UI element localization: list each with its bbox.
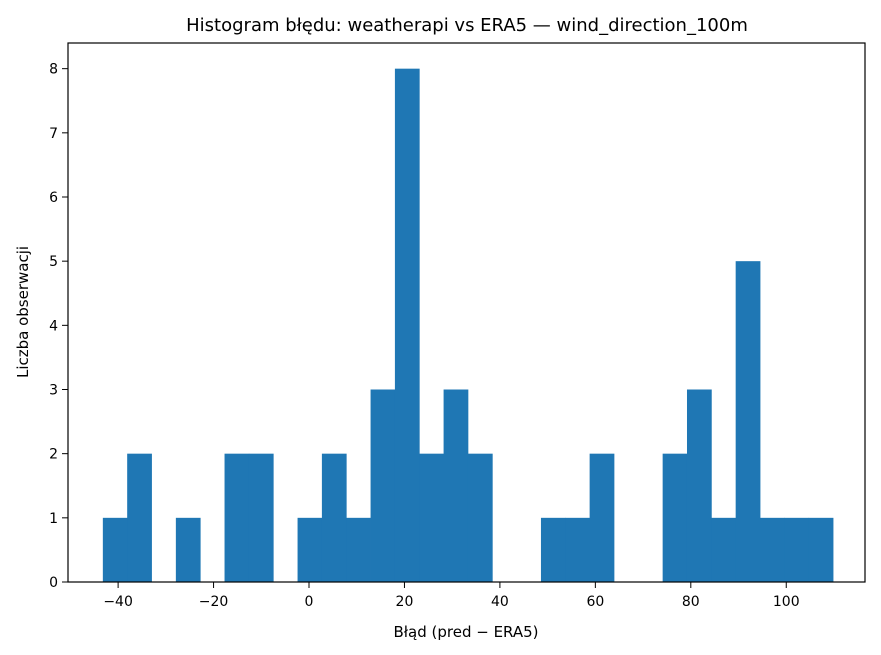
x-axis-label: Błąd (pred − ERA5) (393, 623, 538, 641)
chart-title: Histogram błędu: weatherapi vs ERA5 — wi… (186, 15, 748, 36)
histogram-bar-10 (346, 517, 371, 582)
y-tick-label: 5 (49, 254, 58, 270)
bars-group (102, 68, 834, 583)
histogram-bar-9 (321, 453, 347, 582)
histogram-bar-26 (735, 261, 761, 582)
x-tick-label: −20 (199, 594, 229, 610)
histogram-bar-6 (248, 453, 274, 582)
histogram-bar-1 (127, 453, 152, 582)
histogram-bar-15 (467, 453, 493, 582)
histogram-bar-20 (589, 453, 615, 582)
x-tick-label: 0 (305, 594, 314, 610)
y-axis-label: Liczba obserwacji (14, 246, 32, 378)
histogram-bar-14 (443, 389, 469, 582)
histogram-bar-28 (784, 517, 810, 582)
y-tick-label: 7 (49, 126, 58, 142)
y-tick-label: 2 (49, 447, 58, 463)
histogram-bar-11 (370, 389, 396, 582)
y-tick-label: 3 (49, 383, 58, 399)
histogram-bar-13 (419, 453, 444, 582)
x-tick-label: 60 (586, 594, 604, 610)
x-tick-label: 80 (682, 594, 700, 610)
x-tick-label: 100 (773, 594, 800, 610)
histogram-bar-27 (760, 517, 785, 582)
x-tick-label: −40 (103, 594, 133, 610)
y-tick-label: 0 (49, 575, 58, 591)
histogram-bar-18 (540, 517, 566, 582)
histogram-bar-0 (102, 517, 128, 582)
x-axis: −40 −20 0 20 40 60 80 100 (103, 582, 800, 610)
histogram-bar-24 (686, 389, 712, 582)
histogram-bar-3 (175, 517, 201, 582)
histogram-bar-29 (808, 517, 834, 582)
y-tick-label: 6 (49, 190, 58, 206)
histogram-bar-8 (297, 517, 323, 582)
plot-frame (67, 42, 866, 583)
histogram-bar-19 (565, 517, 591, 582)
x-tick-label: 20 (396, 594, 414, 610)
y-tick-label: 1 (49, 511, 58, 527)
y-tick-label: 4 (49, 318, 58, 334)
y-axis: 0 1 2 3 4 5 6 7 8 (49, 62, 68, 591)
histogram-bar-12 (394, 68, 420, 583)
x-tick-label: 40 (491, 594, 509, 610)
histogram-bar-5 (224, 453, 250, 582)
histogram-bar-23 (662, 453, 688, 582)
histogram-bar-25 (711, 517, 737, 582)
y-tick-label: 8 (49, 62, 58, 78)
